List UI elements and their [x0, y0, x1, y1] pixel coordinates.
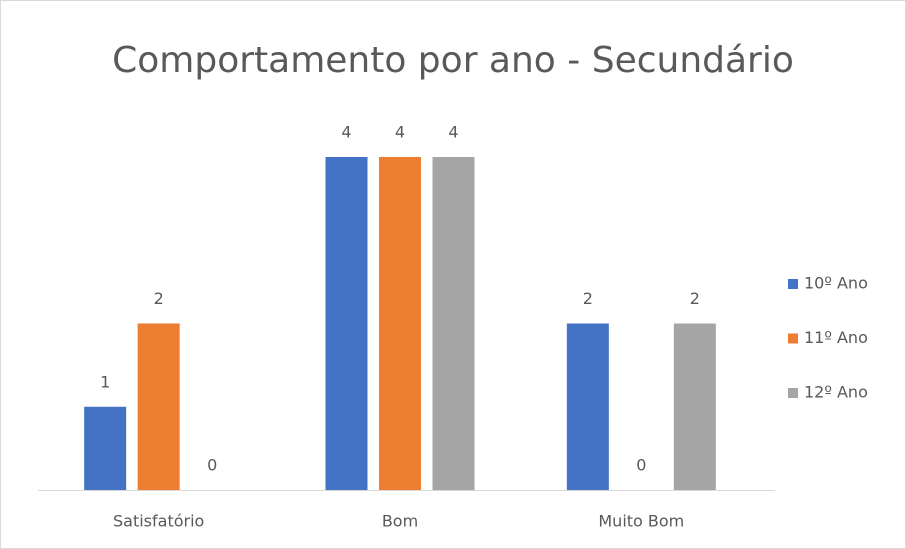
data-label: 4	[448, 123, 458, 142]
bar	[325, 157, 368, 490]
data-label: 2	[154, 289, 164, 308]
data-label: 0	[207, 456, 217, 475]
legend-swatch	[788, 333, 798, 344]
legend-swatch	[788, 388, 798, 398]
bar	[432, 157, 475, 490]
bar	[673, 323, 716, 490]
legend-swatch	[788, 279, 798, 289]
chart-title: Comportamento por ano - Secundário	[112, 40, 794, 81]
data-label: 4	[341, 123, 351, 142]
legend-label: 12º Ano	[804, 383, 868, 402]
data-label: 0	[636, 456, 646, 475]
bar	[379, 157, 421, 490]
data-label: 2	[690, 289, 700, 308]
data-label: 2	[583, 289, 593, 308]
data-label: 1	[100, 372, 110, 391]
bar	[84, 406, 127, 490]
x-tick-label: Muito Bom	[598, 512, 684, 531]
bar	[137, 323, 180, 490]
legend-label: 11º Ano	[804, 328, 868, 347]
legend-label: 10º Ano	[804, 274, 868, 293]
data-label: 4	[395, 123, 405, 142]
x-tick-label: Satisfatório	[113, 512, 204, 531]
x-tick-label: Bom	[382, 512, 418, 531]
bar	[566, 323, 609, 490]
